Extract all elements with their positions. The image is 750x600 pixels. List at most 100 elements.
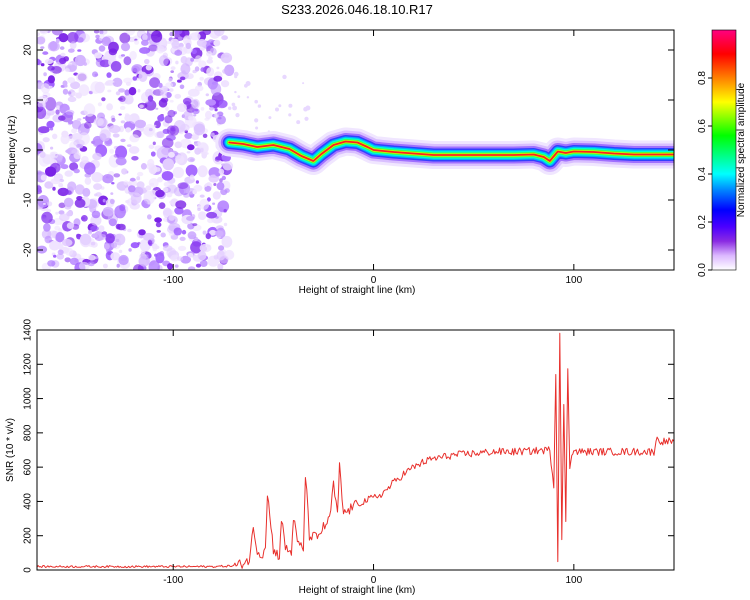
y-tick-label: 1200 [23, 353, 34, 376]
noise-blob [75, 72, 88, 83]
noise-blob [148, 178, 159, 188]
noise-blob [193, 114, 197, 117]
noise-blob [58, 183, 64, 188]
colorbar-tick-label: 0.4 [697, 167, 708, 181]
noise-blob [217, 263, 224, 270]
noise-blob [115, 157, 127, 166]
noise-blob [172, 166, 185, 179]
spectrogram-y-ticks: -20 -10 0 10 20 [23, 44, 674, 257]
noise-blob [77, 118, 82, 121]
noise-blob [110, 61, 122, 72]
noise-blob [218, 168, 225, 175]
noise-blob [106, 103, 113, 111]
spectrogram-noise-layer [37, 30, 311, 270]
noise-blob [111, 242, 118, 249]
noise-blob [110, 192, 114, 195]
noise-blob [206, 50, 213, 57]
x-tick-label: 100 [565, 275, 582, 286]
noise-blob [127, 228, 132, 233]
noise-blob [136, 171, 144, 177]
noise-speck [254, 99, 258, 104]
noise-blob [169, 31, 174, 37]
noise-blob [156, 131, 165, 139]
noise-blob [78, 132, 90, 146]
noise-speck [232, 105, 238, 111]
noise-blob [206, 211, 218, 219]
noise-blob [80, 233, 92, 246]
noise-blob [191, 98, 200, 109]
noise-blob [101, 36, 112, 47]
noise-blob [116, 263, 120, 268]
noise-blob [190, 241, 203, 254]
noise-blob [98, 45, 106, 52]
noise-blob [202, 230, 207, 235]
noise-blob [120, 138, 126, 143]
noise-blob [168, 151, 175, 158]
noise-blob [97, 225, 105, 232]
noise-blob [120, 42, 131, 52]
noise-blob [137, 88, 141, 93]
noise-blob [185, 164, 198, 177]
noise-blob [118, 88, 126, 93]
noise-blob [108, 125, 121, 134]
noise-blob [90, 81, 102, 94]
noise-blob [141, 200, 148, 207]
noise-blob [81, 215, 88, 222]
noise-blob [178, 245, 187, 251]
noise-blob [111, 117, 116, 123]
noise-blob [186, 151, 191, 154]
noise-blob [42, 51, 49, 55]
noise-blob [67, 181, 77, 191]
noise-blob [92, 152, 102, 161]
noise-blob [37, 106, 47, 119]
noise-blob [208, 39, 214, 43]
noise-blob [175, 200, 187, 209]
noise-blob [101, 97, 106, 102]
noise-blob [130, 192, 142, 204]
noise-blob [165, 106, 169, 111]
noise-speck [235, 113, 240, 118]
noise-blob [155, 107, 159, 110]
noise-blob [221, 175, 226, 181]
noise-blob [190, 158, 195, 162]
noise-speck [254, 118, 259, 123]
noise-blob [37, 58, 41, 66]
noise-blob [209, 106, 214, 111]
noise-blob [128, 185, 136, 193]
noise-blob [187, 231, 197, 240]
noise-blob [187, 266, 196, 270]
noise-blob [78, 261, 90, 270]
noise-blob [45, 166, 57, 177]
noise-speck [234, 75, 238, 79]
noise-blob [91, 172, 103, 183]
x-tick-label: 0 [371, 575, 377, 586]
x-tick-label: 100 [565, 575, 582, 586]
noise-blob [213, 30, 225, 37]
snr-panel: -100 0 100 0 200 400 600 800 1000 1200 1400 Heigh… [5, 318, 675, 596]
noise-blob [151, 243, 158, 249]
noise-blob [221, 80, 230, 88]
noise-blob [197, 165, 208, 178]
noise-blob [64, 84, 68, 88]
y-tick-label: 20 [23, 44, 34, 56]
noise-blob [40, 63, 45, 67]
noise-blob [187, 115, 193, 121]
noise-blob [126, 144, 132, 148]
chart-title: S233.2026.046.18.10.R17 [281, 2, 433, 17]
noise-blob [204, 185, 212, 192]
noise-blob [130, 242, 140, 249]
noise-blob [119, 32, 131, 44]
noise-blob [46, 209, 52, 213]
noise-blob [83, 62, 88, 66]
noise-blob [196, 39, 207, 47]
noise-blob [205, 233, 211, 240]
colorbar-ticks: 0.0 0.2 0.4 0.6 0.8 [697, 71, 712, 277]
noise-blob [113, 233, 126, 246]
noise-blob [174, 264, 179, 268]
colorbar-tick-label: 0.8 [697, 71, 708, 85]
noise-blob [199, 194, 205, 198]
noise-speck [234, 90, 237, 94]
noise-blob [125, 30, 136, 36]
noise-blob [67, 120, 74, 125]
noise-blob [114, 205, 126, 219]
